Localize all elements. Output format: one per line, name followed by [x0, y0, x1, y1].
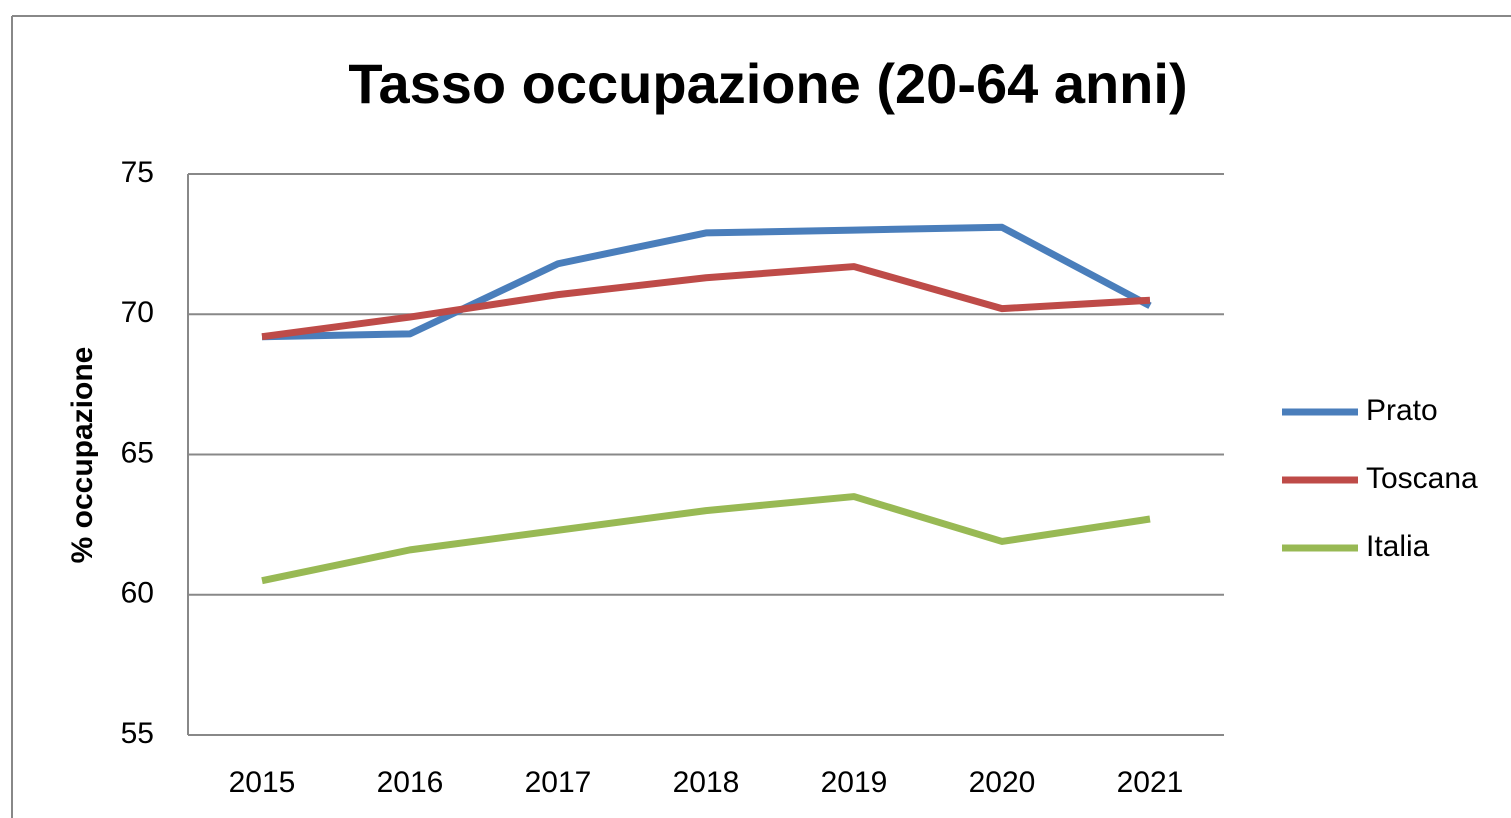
- x-tick-label: 2020: [969, 766, 1036, 799]
- series-line: [261, 263, 1151, 341]
- y-tick-label: 55: [121, 717, 154, 750]
- y-axis-label: % occupazione: [66, 347, 99, 564]
- legend-label: Prato: [1366, 394, 1438, 427]
- x-tick-label: 2021: [1117, 766, 1184, 799]
- y-tick-label: 65: [121, 436, 154, 469]
- x-tick-label: 2015: [229, 766, 296, 799]
- series-line: [261, 223, 1152, 341]
- legend-label: Toscana: [1366, 462, 1478, 495]
- x-tick-label: 2018: [673, 766, 740, 799]
- x-tick-label: 2016: [377, 766, 444, 799]
- chart-title: Tasso occupazione (20-64 anni): [348, 52, 1187, 115]
- y-tick-label: 60: [121, 577, 154, 610]
- x-tick-label: 2019: [821, 766, 888, 799]
- series-line: [261, 493, 1151, 585]
- y-tick-label: 75: [121, 156, 154, 189]
- y-tick-label: 70: [121, 296, 154, 329]
- legend-label: Italia: [1366, 530, 1430, 563]
- x-tick-label: 2017: [525, 766, 592, 799]
